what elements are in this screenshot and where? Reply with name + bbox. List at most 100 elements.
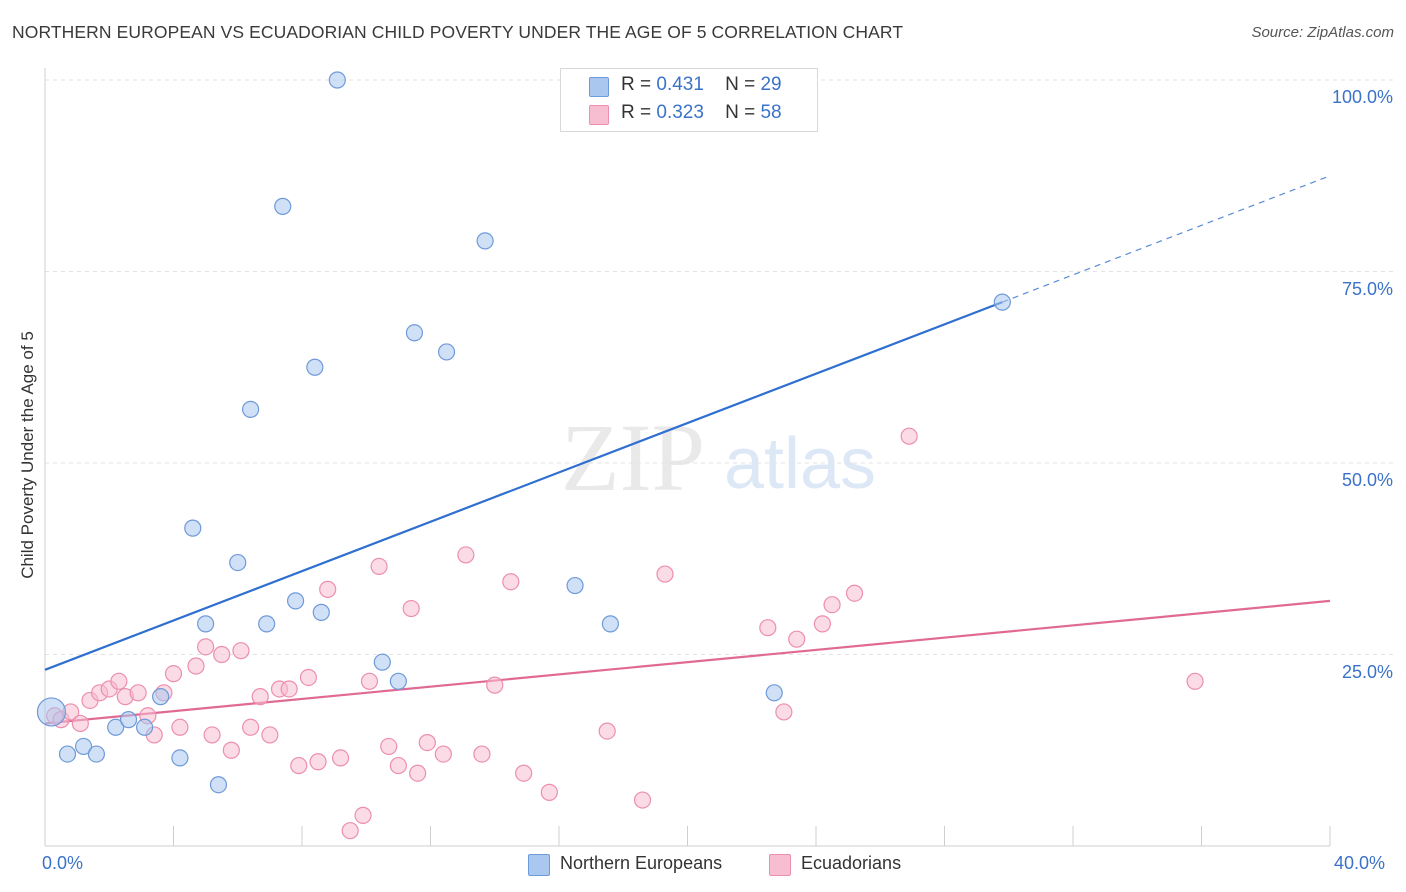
point-ecuadorian — [129, 684, 147, 702]
point-ecuadorian — [380, 737, 398, 756]
point-northern-european — [476, 232, 494, 250]
y-tick-label: 100.0% — [1331, 87, 1393, 107]
point-ecuadorian — [759, 619, 777, 637]
point-northern-european — [286, 592, 305, 610]
bottom-legend-label: Northern Europeans — [560, 853, 723, 873]
trend-line-northern-europeans-extension — [1002, 175, 1331, 303]
point-northern-european — [373, 653, 391, 671]
point-northern-european — [405, 324, 424, 342]
point-northern-european — [389, 672, 407, 690]
point-ecuadorian — [813, 615, 832, 633]
point-ecuadorian — [633, 791, 652, 809]
legend-r-label: R = — [621, 102, 652, 123]
point-northern-european — [566, 576, 584, 595]
gridlines — [45, 79, 1395, 655]
point-ecuadorian — [845, 584, 864, 602]
point-northern-european — [274, 197, 292, 215]
point-ecuadorian — [775, 703, 793, 721]
point-northern-european — [993, 293, 1011, 311]
y-tick-label: 75.0% — [1341, 278, 1393, 299]
point-northern-european — [58, 745, 77, 763]
point-ecuadorian — [502, 573, 520, 591]
legend-n-label: N = — [725, 74, 756, 95]
point-northern-european — [209, 776, 228, 794]
point-northern-european — [36, 697, 67, 727]
point-ecuadorian — [515, 764, 533, 782]
point-ecuadorian — [331, 749, 350, 767]
watermark: ZIP atlas — [561, 404, 876, 511]
point-ecuadorian — [232, 642, 250, 660]
point-ecuadorian — [656, 565, 674, 583]
point-ecuadorian — [900, 427, 918, 445]
point-ecuadorian — [402, 599, 420, 618]
point-ecuadorian — [213, 645, 231, 664]
point-ecuadorian — [389, 756, 407, 775]
bottom-legend-swatch-pink — [769, 854, 791, 876]
watermark-zip: ZIP — [561, 404, 705, 511]
point-northern-european — [306, 358, 324, 376]
point-ecuadorian — [261, 726, 279, 744]
point-ecuadorian — [222, 741, 240, 759]
point-ecuadorian — [110, 672, 128, 690]
point-northern-european — [765, 684, 783, 702]
legend-swatch-pink — [589, 105, 609, 125]
y-tick-label: 25.0% — [1341, 661, 1393, 682]
legend-r-value: 0.323 — [656, 102, 704, 123]
bottom-legend-swatch-blue — [528, 854, 550, 876]
point-ecuadorian — [71, 714, 89, 733]
point-ecuadorian — [187, 657, 205, 675]
trend-line-ecuadorians — [44, 599, 1331, 725]
point-northern-european — [258, 615, 276, 633]
point-ecuadorian — [370, 557, 388, 576]
legend-swatch-blue — [589, 77, 609, 97]
watermark-atlas: atlas — [724, 424, 876, 504]
point-ecuadorian — [540, 783, 558, 801]
point-ecuadorian — [486, 676, 504, 694]
point-northern-european — [184, 519, 202, 537]
y-tick-label: 50.0% — [1341, 470, 1393, 490]
point-ecuadorian — [242, 718, 260, 736]
legend-n-label: N = — [725, 102, 756, 123]
point-northern-european — [312, 603, 330, 621]
point-ecuadorian — [251, 688, 269, 706]
point-northern-european — [119, 711, 138, 729]
point-northern-european — [135, 718, 154, 736]
point-ecuadorian — [598, 722, 616, 740]
point-northern-european — [229, 553, 247, 572]
point-ecuadorian — [164, 665, 183, 683]
trend-line-northern-europeans — [44, 301, 1003, 671]
point-northern-european — [152, 688, 170, 706]
source-label: Source: ZipAtlas.com — [1251, 24, 1394, 41]
point-northern-european — [242, 400, 260, 418]
point-northern-european — [171, 749, 189, 767]
point-ecuadorian — [171, 718, 189, 736]
point-ecuadorian — [280, 680, 298, 698]
point-ecuadorian — [299, 668, 318, 687]
point-ecuadorian — [197, 638, 215, 656]
x-tick-label-max: 40.0% — [1334, 853, 1386, 873]
point-northern-european — [601, 615, 620, 633]
point-northern-european — [87, 745, 106, 763]
point-ecuadorian — [823, 596, 841, 614]
point-ecuadorian — [309, 753, 327, 771]
point-northern-european — [197, 615, 215, 633]
point-ecuadorian — [1186, 672, 1204, 690]
point-ecuadorian — [409, 764, 427, 782]
correlation-legend: R = 0.431 N = 29 R = 0.323 N = 58 — [560, 68, 818, 132]
data-points — [36, 71, 1204, 840]
point-ecuadorian — [434, 745, 452, 763]
point-ecuadorian — [203, 726, 221, 744]
point-ecuadorian — [788, 630, 806, 648]
point-ecuadorian — [360, 672, 379, 690]
point-ecuadorian — [319, 580, 337, 598]
legend-n-value: 29 — [760, 74, 782, 95]
legend-r-value: 0.431 — [656, 74, 704, 95]
x-tick-label-min: 0.0% — [42, 853, 84, 873]
point-ecuadorian — [341, 822, 359, 840]
point-northern-european — [107, 718, 125, 736]
point-northern-european — [328, 71, 346, 89]
legend-r-label: R = — [621, 74, 652, 95]
point-ecuadorian — [354, 806, 372, 824]
point-ecuadorian — [457, 546, 475, 564]
